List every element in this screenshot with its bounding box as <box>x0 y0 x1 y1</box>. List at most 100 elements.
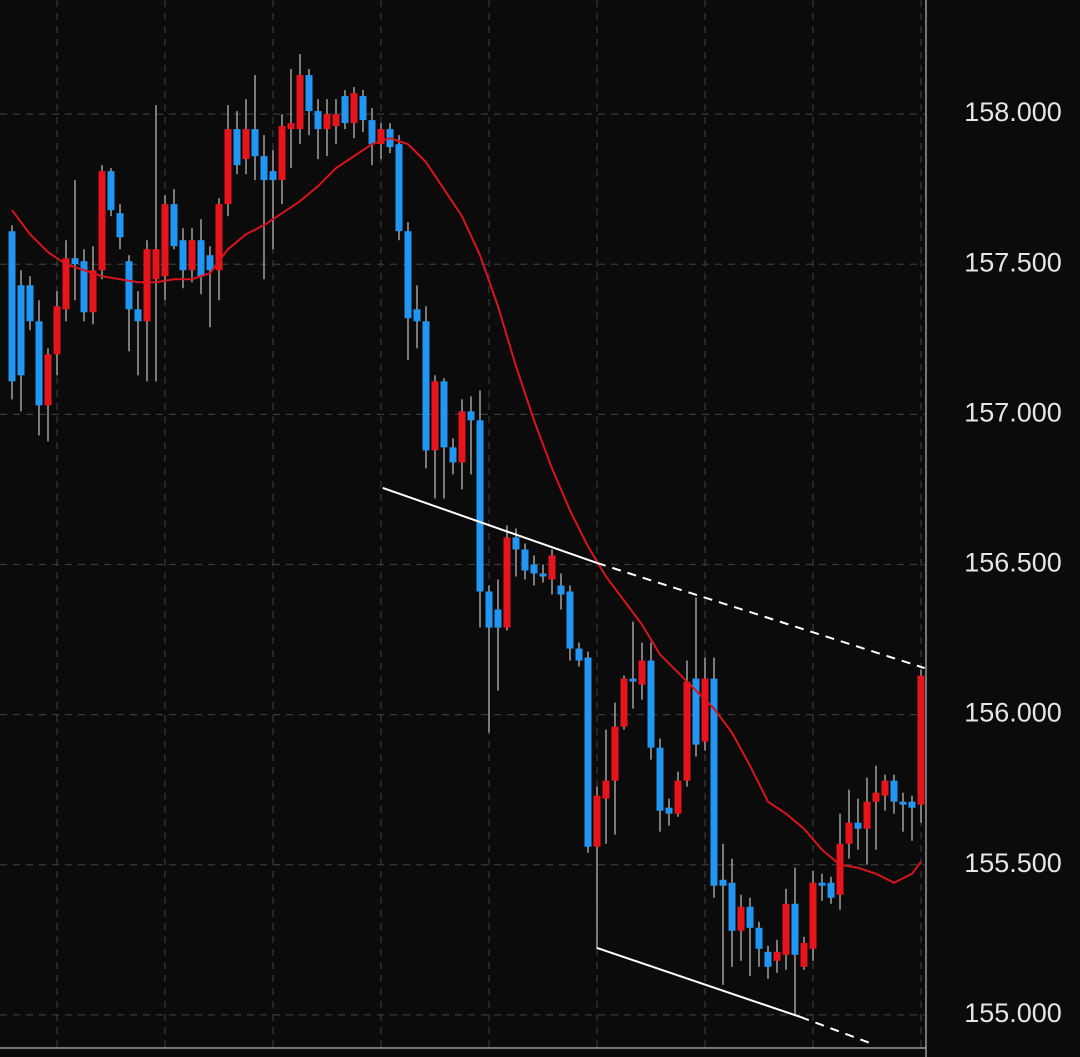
candle-body <box>242 129 250 160</box>
candle-body <box>170 204 178 247</box>
candle-body <box>368 120 376 145</box>
candle-body <box>647 660 655 748</box>
candle-body <box>404 231 412 319</box>
candle-body <box>584 657 592 847</box>
candle-body <box>755 927 763 949</box>
candle-body <box>431 381 439 451</box>
candle-body <box>251 129 259 157</box>
candle-body <box>710 678 718 886</box>
candle-body <box>332 114 340 127</box>
candle-body <box>80 261 88 313</box>
y-tick-label: 157.000 <box>964 397 1062 427</box>
candle-body <box>593 795 601 847</box>
candle-body <box>656 747 664 811</box>
candle-body <box>899 801 907 805</box>
candle-body <box>881 780 889 796</box>
candle-body <box>188 240 196 271</box>
candle-body <box>314 111 322 130</box>
candle-body <box>152 249 160 280</box>
candle-body <box>359 96 367 121</box>
candle-body <box>530 564 538 574</box>
candle-body <box>467 411 475 421</box>
candle-body <box>98 171 106 271</box>
candle-body <box>233 129 241 166</box>
candle-body <box>323 114 331 130</box>
candle-body <box>341 96 349 124</box>
candle-body <box>197 240 205 277</box>
candle-body <box>89 270 97 313</box>
candle-body <box>377 129 385 145</box>
candle-body <box>440 381 448 448</box>
candle-body <box>287 123 295 130</box>
y-tick-label: 155.000 <box>964 998 1062 1028</box>
candle-body <box>125 261 133 310</box>
candle-body <box>575 648 583 661</box>
candle-body <box>863 801 871 829</box>
candle-body <box>683 681 691 781</box>
candle-body <box>44 354 52 406</box>
candle-body <box>620 678 628 727</box>
candle-body <box>818 882 826 886</box>
candle-body <box>296 75 304 130</box>
candle-body <box>845 822 853 844</box>
moving-average-line <box>11 137 922 884</box>
candle-body <box>719 879 727 886</box>
candle-body <box>116 213 124 238</box>
candle-body <box>521 549 529 571</box>
candle-body <box>557 585 565 595</box>
candle-body <box>827 882 835 898</box>
candle-body <box>206 255 214 271</box>
y-tick-label: 156.000 <box>964 698 1062 728</box>
candle-body <box>791 903 799 955</box>
candle-body <box>53 306 61 355</box>
candle-body <box>494 609 502 628</box>
candle-body <box>422 321 430 451</box>
candle-body <box>35 321 43 406</box>
candle-body <box>458 411 466 463</box>
candle-body <box>692 678 700 745</box>
candle-body <box>638 660 646 685</box>
candle-body <box>782 903 790 955</box>
candle-body <box>179 240 187 271</box>
candle-body <box>872 792 880 802</box>
candle-body <box>836 843 844 895</box>
candle-body <box>71 258 79 265</box>
candle-body <box>269 171 277 181</box>
candle-body <box>512 537 520 550</box>
candle-body <box>413 309 421 322</box>
candle-body <box>395 144 403 232</box>
candle-body <box>26 285 34 322</box>
candle-body <box>107 171 115 211</box>
candle-body <box>728 882 736 931</box>
candle-body <box>539 573 547 577</box>
candle-body <box>737 906 745 931</box>
candle-body <box>548 555 556 580</box>
candle-body <box>854 822 862 829</box>
candle-body <box>701 678 709 742</box>
candle-body <box>350 93 358 124</box>
trend-line <box>596 946 801 1018</box>
candle-body <box>161 204 169 277</box>
candle-body <box>17 285 25 376</box>
trend-line <box>382 486 598 564</box>
candle-body <box>746 906 754 928</box>
candle-body <box>800 942 808 967</box>
candle-body <box>8 231 16 382</box>
candle-body <box>449 447 457 463</box>
y-tick-label: 157.500 <box>964 247 1062 277</box>
y-tick-label: 158.000 <box>964 97 1062 127</box>
candle-body <box>611 726 619 781</box>
candle-body <box>224 129 232 205</box>
candle-body <box>764 951 772 967</box>
candle-body <box>305 75 313 112</box>
trend-line <box>800 1016 876 1046</box>
candle-body <box>917 675 925 805</box>
candle-body <box>503 537 511 628</box>
candle-body <box>773 951 781 961</box>
plot <box>8 54 925 1046</box>
candle-body <box>485 591 493 628</box>
candle-body <box>908 801 916 808</box>
candle-body <box>134 309 142 322</box>
candle-body <box>665 807 673 814</box>
